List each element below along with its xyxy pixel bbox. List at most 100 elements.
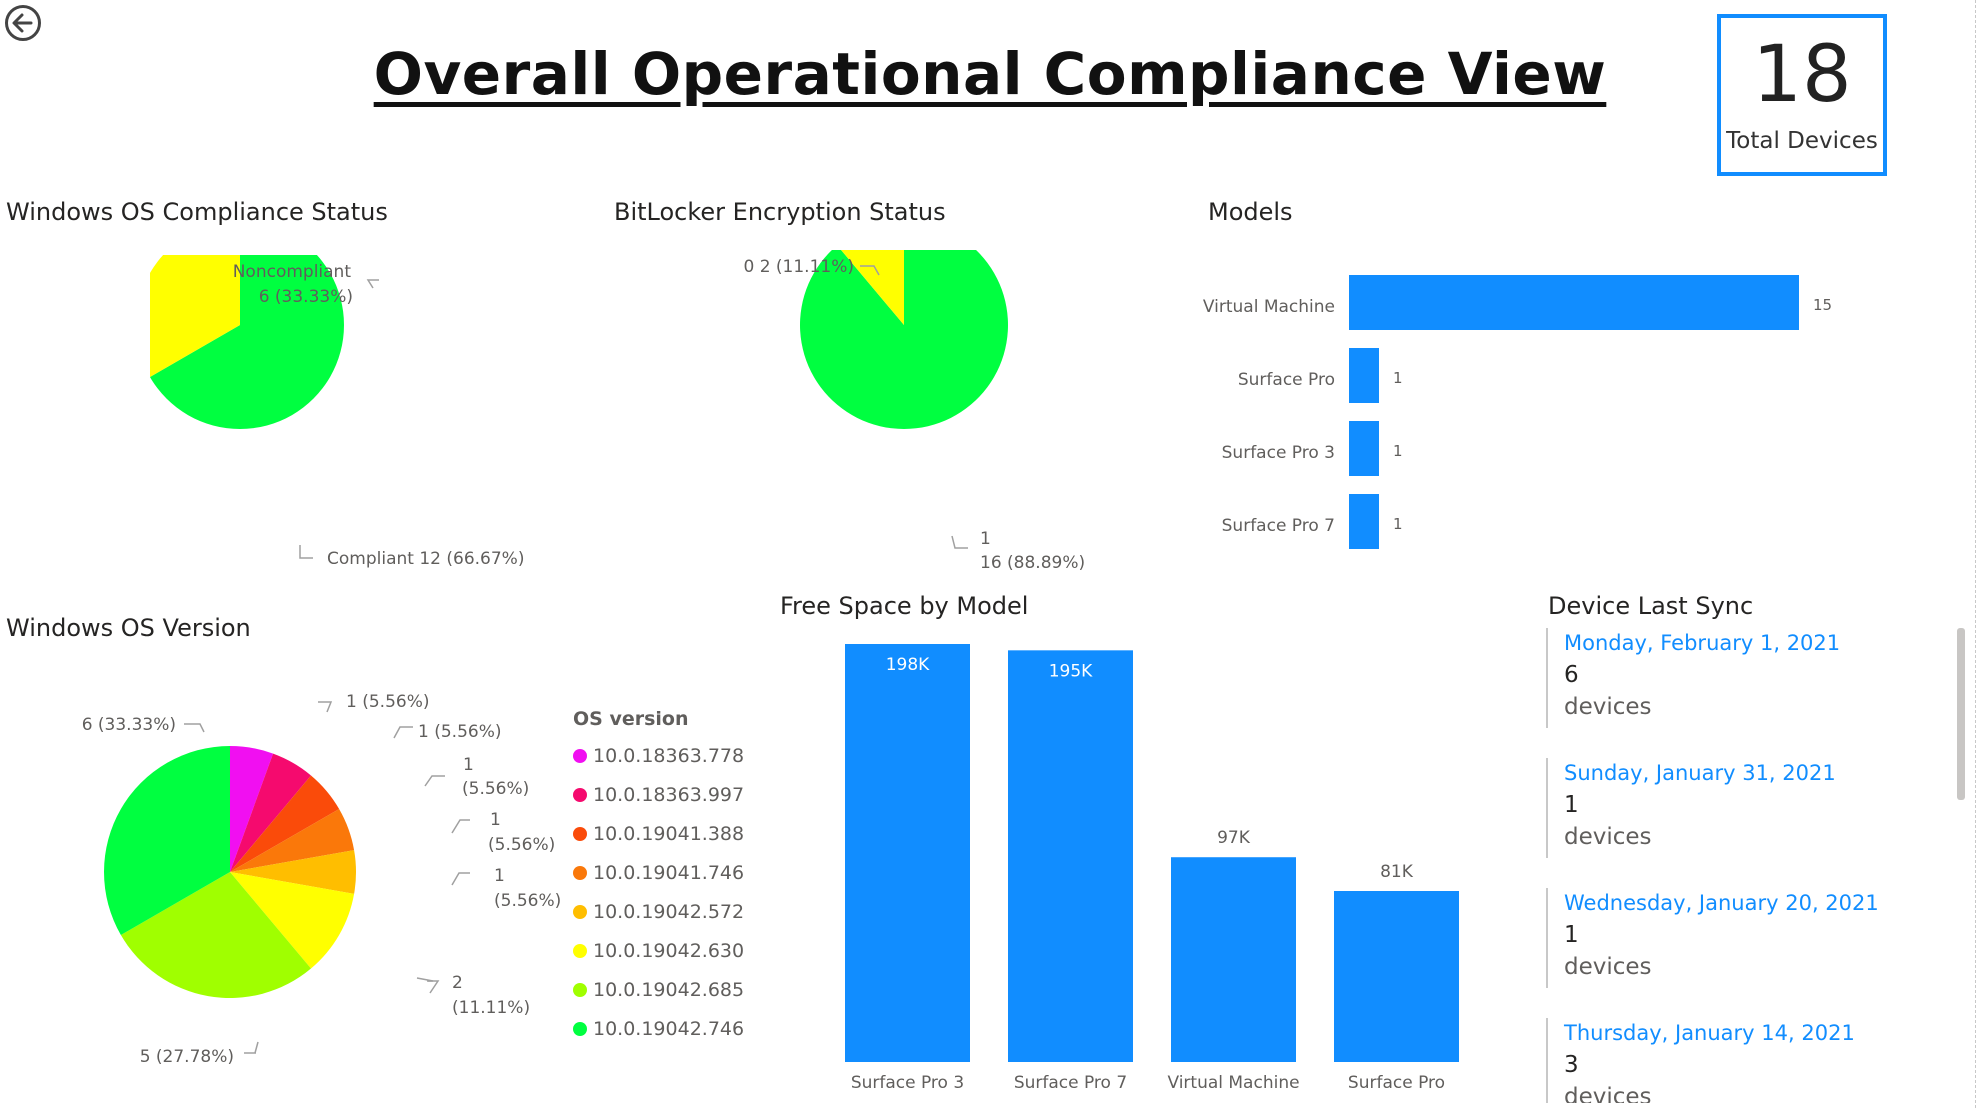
sync-unit: devices xyxy=(1564,1084,1652,1103)
legend-item[interactable]: 10.0.19042.630 xyxy=(573,931,744,970)
free-space-value-label: 198K xyxy=(886,655,930,675)
legend-dot-icon xyxy=(573,982,587,997)
pie-slice-10-0-18363-997[interactable] xyxy=(230,753,311,872)
models-bar[interactable] xyxy=(1349,275,1799,330)
legend-title: OS version xyxy=(573,708,689,730)
bitlocker-pie-chart: 0 2 (11.11%) 1 16 (88.89%) xyxy=(743,250,1085,573)
compliant-label: Compliant 12 (66.67%) xyxy=(327,549,524,569)
models-bar[interactable] xyxy=(1349,494,1379,549)
sync-item[interactable]: Monday, February 1, 2021 6 devices xyxy=(1546,628,1946,728)
free-space-bar[interactable] xyxy=(1334,891,1459,1062)
pie-slice-Noncompliant[interactable] xyxy=(150,255,240,377)
pie-slice-0[interactable] xyxy=(837,250,904,325)
last-sync-list[interactable]: Monday, February 1, 2021 6 devices Sunda… xyxy=(1546,628,1946,1103)
legend-label: 10.0.18363.997 xyxy=(593,783,745,806)
pie-slice-10-0-19042-630[interactable] xyxy=(230,872,355,969)
legend-label: 10.0.19042.746 xyxy=(593,1017,745,1040)
sync-item[interactable]: Wednesday, January 20, 2021 1 devices xyxy=(1546,888,1946,988)
bitlocker-labels: 0 2 (11.11%) 1 16 (88.89%) xyxy=(743,257,1085,573)
sync-unit: devices xyxy=(1564,694,1652,720)
sync-count: 3 xyxy=(1564,1052,1579,1078)
models-category-label: Surface Pro 3 xyxy=(1222,443,1335,463)
bitlocker-slices xyxy=(800,250,1008,429)
legend-dot-icon xyxy=(573,1021,587,1036)
pie-slice-Compliant[interactable] xyxy=(150,255,344,429)
models-value-label: 1 xyxy=(1393,369,1403,387)
os-version-slices xyxy=(104,746,356,998)
sync-item[interactable]: Thursday, January 14, 2021 3 devices xyxy=(1546,1018,1946,1103)
legend-item[interactable]: 10.0.19041.388 xyxy=(573,814,744,853)
sync-count: 1 xyxy=(1564,922,1579,948)
sync-unit: devices xyxy=(1564,954,1652,980)
legend-dot-icon xyxy=(573,748,587,763)
legend-item[interactable]: 10.0.19042.746 xyxy=(573,1009,744,1048)
back-button[interactable] xyxy=(4,4,42,42)
legend-item[interactable]: 10.0.19042.572 xyxy=(573,892,744,931)
free-space-category-label: Surface Pro 7 xyxy=(1014,1073,1127,1093)
free-space-category-label: Surface Pro xyxy=(1348,1073,1445,1093)
noncompliant-label-line2: 6 (33.33%) xyxy=(259,287,353,307)
total-devices-label: Total Devices xyxy=(1726,128,1878,154)
models-bar-chart: Virtual Machine 15 Surface Pro 1 Surface Pro… xyxy=(1203,275,1832,549)
free-space-title: Free Space by Model xyxy=(780,592,1029,620)
legend-label: 10.0.18363.778 xyxy=(593,744,745,767)
pie-slice-1[interactable] xyxy=(800,250,1008,429)
os-version-labels xyxy=(184,701,470,1054)
models-value-label: 1 xyxy=(1393,515,1403,533)
pie-slice-10-0-19041-388[interactable] xyxy=(230,775,340,872)
noncompliant-label-line1: Noncompliant xyxy=(233,262,352,282)
legend-item[interactable]: 10.0.18363.778 xyxy=(573,736,744,775)
legend-dot-icon xyxy=(573,787,587,802)
legend-label: 10.0.19041.388 xyxy=(593,822,745,845)
legend-item[interactable]: 10.0.19042.685 xyxy=(573,970,744,1009)
os-version-label-997: 1 (5.56%) xyxy=(418,722,502,742)
bitlocker-title: BitLocker Encryption Status xyxy=(614,198,946,226)
free-space-bar[interactable] xyxy=(1008,650,1133,1062)
os-version-pie-chart: 6 (33.33%) 1 (5.56%) 1 (5.56%) 1 (5.56%)… xyxy=(82,692,560,1067)
os-version-label-388-l1: 1 xyxy=(463,755,474,775)
pie-slice-10-0-18363-778[interactable] xyxy=(230,746,274,872)
sync-count: 6 xyxy=(1564,662,1579,688)
bitlocker-0-label: 0 2 (11.11%) xyxy=(743,257,854,277)
total-devices-card[interactable]: 18 Total Devices xyxy=(1717,14,1887,176)
models-bar[interactable] xyxy=(1349,348,1379,403)
last-sync-scrollbar[interactable] xyxy=(1957,628,1965,800)
os-compliance-pie-chart: Noncompliant 6 (33.33%) Compliant 12 (66… xyxy=(150,255,525,569)
models-category-label: Virtual Machine xyxy=(1203,297,1335,317)
os-version-label-572-l1: 1 xyxy=(494,866,505,886)
total-devices-value: 18 xyxy=(1752,30,1852,120)
pie-slice-10-0-19042-572[interactable] xyxy=(230,850,356,894)
os-version-label-572-l2: (5.56%) xyxy=(494,891,560,911)
legend-item[interactable]: 10.0.19041.746 xyxy=(573,853,744,892)
back-arrow-icon xyxy=(5,5,41,41)
sync-date: Sunday, January 31, 2021 xyxy=(1564,761,1836,785)
free-space-value-label: 97K xyxy=(1217,828,1251,848)
sync-date: Thursday, January 14, 2021 xyxy=(1564,1021,1855,1045)
sync-unit: devices xyxy=(1564,824,1652,850)
os-compliance-labels: Noncompliant 6 (33.33%) Compliant 12 (66… xyxy=(233,262,525,569)
os-version-label-778: 1 (5.56%) xyxy=(346,692,430,712)
free-space-bar[interactable] xyxy=(1171,857,1296,1062)
free-space-category-label: Virtual Machine xyxy=(1167,1073,1299,1093)
models-bar[interactable] xyxy=(1349,421,1379,476)
models-value-label: 1 xyxy=(1393,442,1403,460)
models-title: Models xyxy=(1208,198,1293,226)
sync-count: 1 xyxy=(1564,792,1579,818)
pie-slice-10-0-19042-685[interactable] xyxy=(120,872,311,998)
legend-item[interactable]: 10.0.18363.997 xyxy=(573,775,744,814)
os-version-label-texts: 6 (33.33%) 1 (5.56%) 1 (5.56%) 1 (5.56%)… xyxy=(82,692,560,1067)
os-version-label-746b-l2: (5.56%) xyxy=(488,835,555,855)
sync-date: Monday, February 1, 2021 xyxy=(1564,631,1841,655)
os-version-label-630-l1: 2 xyxy=(452,973,463,993)
pie-slice-10-0-19041-746[interactable] xyxy=(230,809,355,872)
free-space-value-label: 81K xyxy=(1380,862,1414,882)
models-value-label: 15 xyxy=(1813,296,1832,314)
pie-slice-10-0-19042-746[interactable] xyxy=(104,746,230,935)
sync-item[interactable]: Sunday, January 31, 2021 1 devices xyxy=(1546,758,1946,858)
last-sync-title: Device Last Sync xyxy=(1548,592,1754,620)
free-space-bar[interactable] xyxy=(845,644,970,1062)
os-version-label-630-l2: (11.11%) xyxy=(452,998,530,1018)
bitlocker-1-label-line2: 16 (88.89%) xyxy=(980,553,1085,573)
os-version-label-388-l2: (5.56%) xyxy=(462,779,529,799)
os-compliance-title: Windows OS Compliance Status xyxy=(6,198,388,226)
